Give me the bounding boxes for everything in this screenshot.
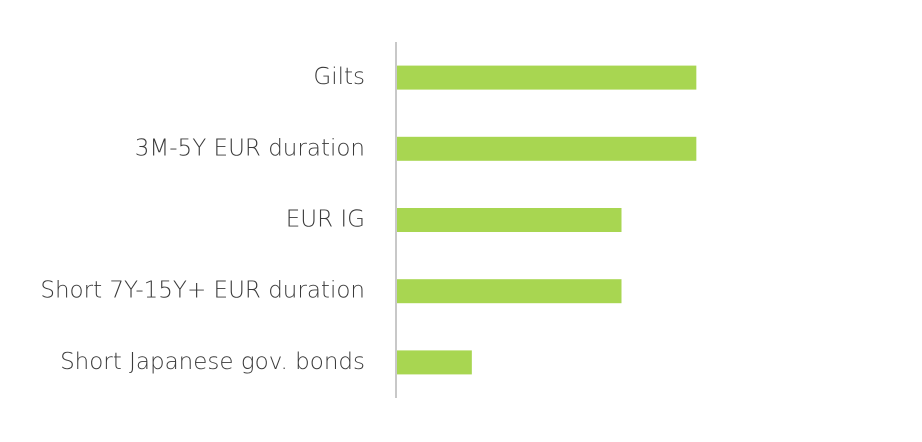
category-label: Short Japanese gov. bonds — [60, 349, 365, 375]
bar — [397, 208, 622, 232]
category-label: Short 7Y-15Y+ EUR duration — [40, 278, 365, 304]
category-label: 3M-5Y EUR duration — [135, 135, 365, 161]
category-label: EUR IG — [286, 207, 365, 233]
bar — [397, 350, 472, 375]
bar — [397, 65, 697, 90]
bar — [397, 279, 622, 304]
bar — [397, 136, 697, 161]
category-label: Gilts — [313, 64, 365, 90]
